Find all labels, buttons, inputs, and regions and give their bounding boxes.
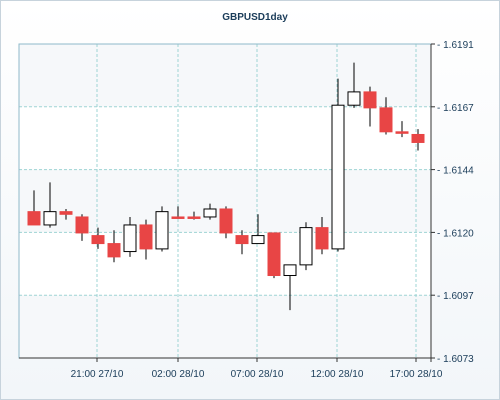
candle <box>27 190 41 226</box>
candle-body <box>75 216 89 234</box>
candle <box>363 86 377 127</box>
candle-body <box>315 227 329 250</box>
candle <box>107 230 121 263</box>
plot-bands <box>19 44 431 358</box>
candle <box>219 206 233 239</box>
candle <box>315 216 329 255</box>
candle-body <box>91 235 105 245</box>
candle <box>187 211 201 220</box>
candle <box>299 222 313 271</box>
candle <box>251 214 265 245</box>
candle <box>139 219 153 260</box>
candle-body <box>27 211 41 226</box>
y-tick-label: - 1.6073 <box>437 354 474 365</box>
candle-body <box>379 107 393 133</box>
candle <box>123 216 137 257</box>
candle-body <box>283 264 297 277</box>
x-axis-ticks: 21:00 27/10 02:00 28/10 07:00 28/10 12:00 2… <box>71 358 443 380</box>
candle <box>267 232 281 279</box>
candle-body <box>203 208 217 218</box>
candle-body <box>251 235 265 245</box>
candle-body <box>107 243 121 258</box>
y-tick-label: - 1.6120 <box>437 228 474 239</box>
y-tick-label: - 1.6167 <box>437 103 474 114</box>
y-tick-label: - 1.6144 <box>437 166 474 177</box>
candle-body <box>155 211 169 250</box>
x-tick-label: 07:00 28/10 <box>231 369 284 380</box>
candle-body <box>267 232 281 277</box>
candle <box>347 62 361 108</box>
plot-band <box>19 232 431 296</box>
candle-body <box>219 208 233 234</box>
candle <box>283 264 297 311</box>
candle <box>155 206 169 252</box>
x-tick-label: 17:00 28/10 <box>390 369 443 380</box>
candle <box>91 227 105 249</box>
candle <box>203 203 217 220</box>
candle-body <box>331 104 345 250</box>
candles <box>27 62 425 311</box>
candle-body <box>411 133 425 143</box>
candle <box>331 78 345 252</box>
candle <box>411 129 425 151</box>
candle-body <box>347 91 361 106</box>
candle <box>395 121 409 138</box>
candle-body <box>363 91 377 109</box>
candle <box>171 206 185 219</box>
candle-body <box>395 131 409 134</box>
y-tick-label: - 1.6191 <box>437 40 474 51</box>
candle-body <box>139 224 153 250</box>
candle-body <box>123 224 137 253</box>
candle-body <box>171 216 185 219</box>
x-tick-label: 02:00 28/10 <box>152 369 205 380</box>
candle <box>59 208 73 220</box>
candle <box>43 182 57 228</box>
candle-body <box>235 235 249 245</box>
candle <box>235 230 249 255</box>
y-axis-ticks: - 1.6191 - 1.6167 - 1.6144 - 1.6120 - 1.6097… <box>431 40 474 365</box>
candle-body <box>59 211 73 215</box>
chart-title: GBPUSD1day <box>222 12 288 23</box>
candle <box>75 214 89 241</box>
plot-band <box>19 295 431 358</box>
y-tick-label: - 1.6097 <box>437 291 474 302</box>
x-tick-label: 21:00 27/10 <box>71 369 124 380</box>
candle-body <box>43 211 57 226</box>
plot-band <box>19 106 431 170</box>
plot-band <box>19 44 431 107</box>
candle-body <box>299 227 313 266</box>
axes <box>18 43 432 362</box>
x-tick-label: 12:00 28/10 <box>311 369 364 380</box>
candle-body <box>187 216 201 219</box>
candle <box>379 97 393 135</box>
